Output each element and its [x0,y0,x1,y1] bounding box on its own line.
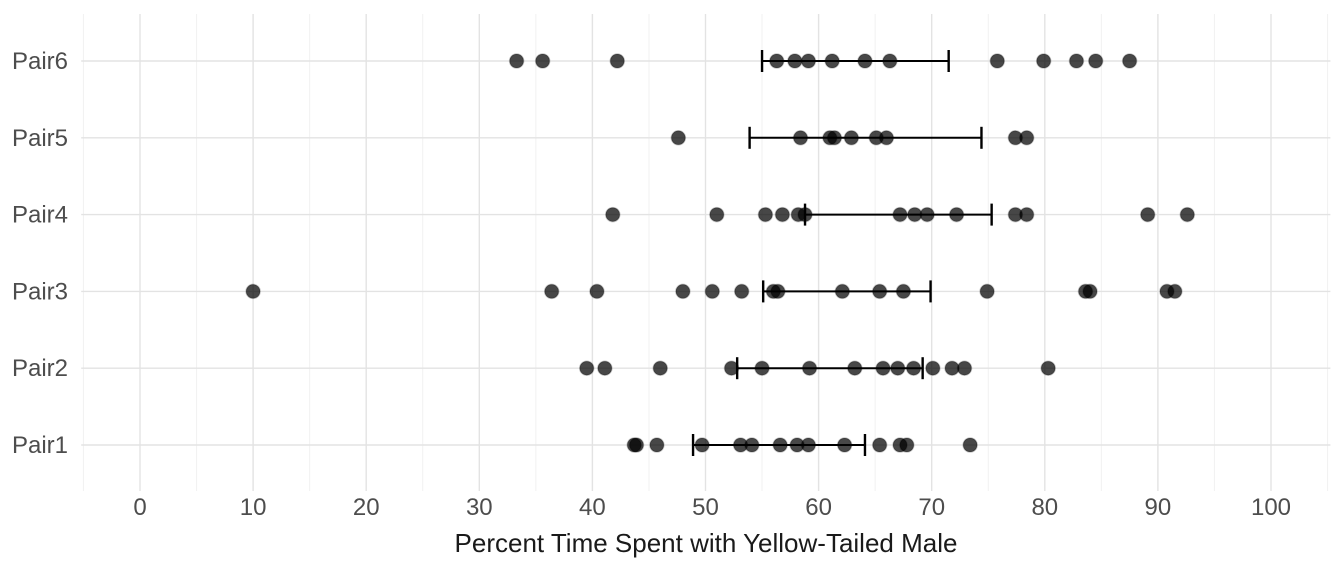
data-point [709,206,725,223]
y-axis-labels: Pair1 Pair2 Pair3 Pair4 Pair5 Pair6 [12,48,68,459]
data-point [652,360,669,376]
data-point [733,283,750,300]
x-axis-tick-label: 90 [1145,494,1172,521]
x-axis-tick-label: 60 [805,494,832,521]
data-point [245,283,261,300]
data-point [774,206,791,223]
data-point [609,53,626,69]
x-axis-tick-label: 40 [579,494,606,521]
x-axis-tick-label: 10 [240,494,267,521]
x-axis-tick-label: 100 [1251,494,1291,521]
data-point [649,437,665,453]
data-point [578,360,595,376]
data-point [1082,283,1098,300]
data-point [1018,206,1035,223]
data-point [962,437,978,453]
x-axis-tick-label: 0 [133,494,146,521]
data-point [956,360,973,376]
y-axis-label: Pair4 [12,202,68,229]
data-point [1121,53,1138,69]
x-axis-tick-label: 80 [1031,494,1058,521]
error-bars [691,50,993,456]
data-point [871,437,888,453]
data-point [757,206,774,223]
data-point [704,283,721,300]
y-axis-label: Pair6 [12,48,68,75]
data-point [899,437,915,453]
data-point [1040,360,1056,376]
gridlines [81,14,1331,491]
data-point [534,53,551,69]
data-point [1035,53,1052,69]
data-point [1167,283,1183,300]
x-axis-tick-label: 30 [466,494,493,521]
data-point [508,53,525,69]
data-point [925,360,941,376]
data-point [589,283,605,300]
data-point [670,130,687,146]
data-point [1139,206,1156,223]
data-point [989,53,1006,69]
x-axis-tick-label: 70 [918,494,945,521]
y-axis-label: Pair3 [12,278,68,305]
data-points [245,53,1196,453]
y-axis-label: Pair5 [12,125,68,152]
data-point [1179,206,1196,223]
data-point [605,206,621,223]
y-axis-label: Pair1 [12,432,68,459]
data-point [1087,53,1104,69]
data-point [543,283,560,300]
data-point [675,283,691,300]
data-point [597,360,613,376]
x-axis-tick-label: 20 [353,494,380,521]
x-axis-title: Percent Time Spent with Yellow-Tailed Ma… [455,528,958,558]
data-point [628,437,645,453]
data-point [1068,53,1085,69]
data-point [1018,130,1035,146]
x-axis-tick-label: 50 [692,494,719,521]
y-axis-label: Pair2 [12,355,68,382]
data-point [979,283,995,300]
x-axis-tick-labels: 0 10 20 30 40 50 60 70 80 90 100 [133,494,1291,521]
